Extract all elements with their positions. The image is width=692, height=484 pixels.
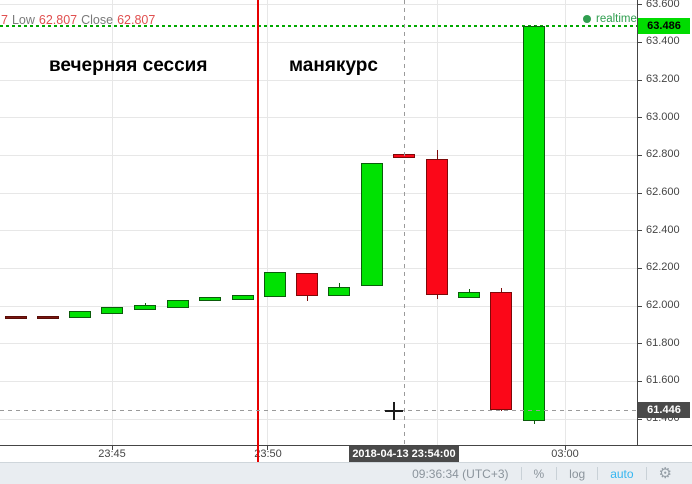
time-tick-label: 23:50 bbox=[254, 448, 282, 460]
ohlc-legend-segment: Close bbox=[81, 13, 114, 27]
time-tick bbox=[565, 446, 566, 450]
v-gridline bbox=[565, 0, 566, 445]
candle-up bbox=[36, 316, 59, 319]
candle-up bbox=[458, 292, 480, 299]
h-gridline bbox=[0, 230, 637, 232]
price-tick-label: 62.800 bbox=[646, 148, 680, 161]
price-tick bbox=[638, 418, 642, 420]
annotation-evening-session: вечерняя сессия bbox=[49, 55, 208, 76]
chart-plot-area[interactable]: 7 Low 62.807 Close 62.807 вечерняя сессия ма… bbox=[0, 0, 637, 445]
percent-scale-button[interactable]: % bbox=[533, 466, 545, 481]
ohlc-legend-segment: 62.807 bbox=[38, 13, 78, 27]
price-tick-label: 63.000 bbox=[646, 110, 680, 123]
price-tick bbox=[638, 79, 642, 81]
ohlc-legend-segment: 7 bbox=[1, 13, 8, 27]
crosshair-vertical-line bbox=[403, 0, 405, 445]
price-tick-label: 62.400 bbox=[646, 223, 680, 236]
h-gridline bbox=[0, 4, 637, 6]
v-gridline bbox=[112, 0, 113, 445]
current-price-line bbox=[0, 24, 637, 27]
h-gridline bbox=[0, 192, 637, 194]
candle-up bbox=[166, 300, 189, 308]
realtime-dot-icon bbox=[583, 15, 591, 23]
h-gridline bbox=[0, 79, 637, 81]
auto-scale-button[interactable]: auto bbox=[610, 466, 634, 481]
price-tick bbox=[638, 267, 642, 269]
time-axis[interactable]: 23:45 23:50 03:00 2018-04-13 23:54:00 bbox=[0, 445, 692, 462]
ohlc-legend-segment: 62.807 bbox=[117, 13, 156, 27]
candle-up bbox=[328, 286, 350, 297]
ohlc-legend-segment: Low bbox=[11, 13, 35, 27]
price-tick-label: 63.400 bbox=[646, 35, 680, 48]
h-gridline bbox=[0, 41, 637, 43]
crosshair-time-badge: 2018-04-13 23:54:00 bbox=[349, 446, 459, 462]
h-gridline bbox=[0, 418, 637, 420]
price-tick-label: 62.000 bbox=[646, 299, 680, 312]
candle-up bbox=[4, 316, 27, 319]
price-tick bbox=[638, 192, 642, 194]
price-tick-label: 61.800 bbox=[646, 336, 680, 349]
bottom-toolbar: 09:36:34 (UTC+3) % log auto ⚙ bbox=[0, 462, 692, 484]
price-tick-label: 62.200 bbox=[646, 261, 680, 274]
crosshair-cursor-icon bbox=[385, 402, 403, 420]
time-tick bbox=[112, 446, 113, 450]
candle-up bbox=[523, 25, 545, 421]
candle-down bbox=[426, 158, 448, 296]
price-tick bbox=[638, 305, 642, 307]
price-tick-label: 63.600 bbox=[646, 0, 680, 10]
time-tick bbox=[267, 446, 268, 450]
time-tick-label: 03:00 bbox=[551, 448, 579, 460]
candle-down bbox=[490, 292, 512, 410]
h-gridline bbox=[0, 154, 637, 156]
annotation-manyakurs: манякурс bbox=[289, 55, 378, 76]
realtime-indicator: realtime bbox=[583, 13, 637, 25]
price-tick bbox=[638, 230, 642, 232]
log-scale-button[interactable]: log bbox=[569, 466, 586, 481]
h-gridline bbox=[0, 117, 637, 119]
price-tick bbox=[638, 343, 642, 345]
price-tick-label: 63.200 bbox=[646, 73, 680, 86]
toolbar-separator bbox=[520, 467, 522, 480]
toolbar-separator bbox=[597, 467, 599, 480]
candle-down bbox=[296, 272, 318, 297]
price-tick bbox=[638, 380, 642, 382]
crosshair-price-badge: 61.446 bbox=[638, 401, 690, 418]
time-tick-label: 23:45 bbox=[98, 448, 126, 460]
crosshair-horizontal-line bbox=[0, 409, 637, 411]
realtime-label: realtime bbox=[596, 13, 637, 25]
candle-up bbox=[231, 295, 254, 300]
v-gridline bbox=[267, 0, 268, 445]
h-gridline bbox=[0, 305, 637, 307]
last-price-badge: 63.486 bbox=[638, 17, 690, 34]
toolbar-separator bbox=[645, 467, 647, 480]
price-tick bbox=[638, 154, 642, 156]
price-tick bbox=[638, 4, 642, 6]
toolbar-separator bbox=[556, 467, 558, 480]
h-gridline bbox=[0, 343, 637, 345]
settings-gear-icon[interactable]: ⚙ bbox=[658, 465, 672, 482]
price-tick bbox=[638, 117, 642, 119]
price-tick-label: 62.600 bbox=[646, 186, 680, 199]
candle-up bbox=[134, 304, 156, 311]
candle-up bbox=[198, 297, 221, 301]
h-gridline bbox=[0, 267, 637, 269]
candle-up bbox=[101, 306, 123, 315]
price-tick bbox=[638, 41, 642, 43]
price-tick-label: 61.600 bbox=[646, 374, 680, 387]
candle-up bbox=[361, 163, 383, 286]
candle-up bbox=[68, 311, 91, 318]
candle-up bbox=[263, 271, 286, 298]
h-gridline bbox=[0, 380, 637, 382]
session-divider-line bbox=[257, 0, 259, 462]
clock-label: 09:36:34 (UTC+3) bbox=[412, 466, 509, 481]
price-axis[interactable]: 63.600 63.400 63.200 63.000 62.800 62.600 62.4… bbox=[637, 0, 692, 446]
ohlc-legend: 7 Low 62.807 Close 62.807 bbox=[1, 13, 159, 27]
